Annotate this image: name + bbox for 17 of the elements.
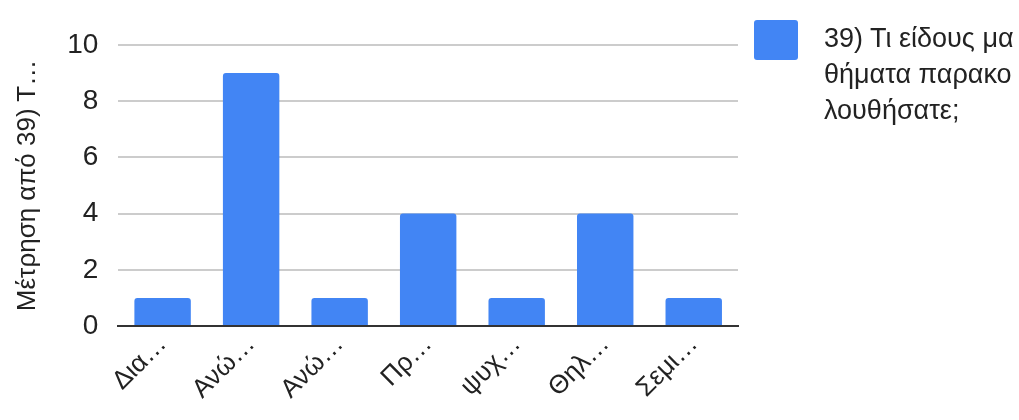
bar	[665, 297, 722, 326]
y-tick-label: 4	[82, 196, 99, 228]
legend-label: 39) Τι είδους μαθήματα παρακολουθήσατε;	[824, 22, 1014, 127]
bar	[222, 72, 280, 326]
y-tick-label: 2	[82, 252, 99, 284]
y-tick-label: 0	[82, 308, 99, 340]
y-tick-label: 8	[82, 83, 99, 115]
y-tick-label: 10	[67, 27, 99, 59]
x-tick-label: Πρ…	[374, 328, 438, 392]
bar	[311, 297, 368, 326]
bar	[134, 297, 191, 326]
bar	[577, 213, 634, 326]
x-tick-label: Δια…	[105, 328, 172, 395]
y-axis-title: Μέτρηση από 39) Τ…	[10, 59, 41, 312]
y-tick-label: 6	[82, 140, 99, 172]
bar	[488, 297, 545, 326]
bar	[399, 213, 457, 326]
